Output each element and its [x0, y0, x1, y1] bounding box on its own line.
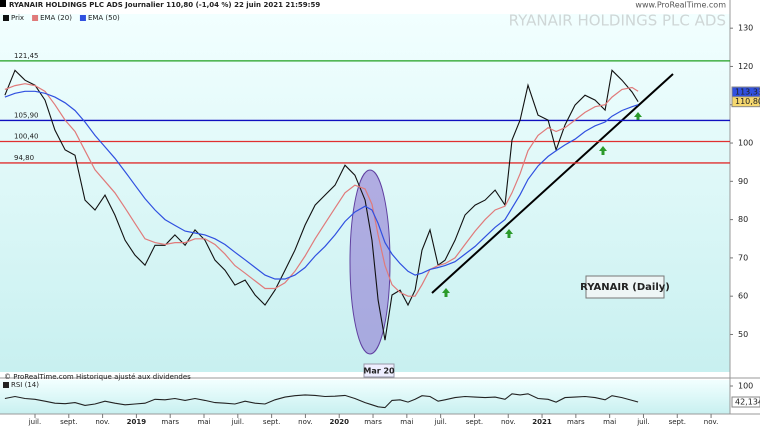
y-tick-label: 100 — [738, 382, 753, 391]
y-tick-label: 100 — [738, 139, 753, 148]
up-arrow — [505, 229, 513, 238]
last-value-label: 42,134 — [735, 398, 760, 407]
legend-label: Prix — [11, 14, 24, 22]
x-tick-label: nov. — [298, 418, 313, 426]
x-tick-label: juil. — [433, 418, 447, 426]
x-tick-label: juil. — [636, 418, 650, 426]
x-tick-label: sept. — [669, 418, 686, 426]
x-tick-label: 2019 — [127, 418, 147, 426]
footnote: © ProRealTime.com Historique ajusté aux … — [4, 373, 191, 381]
x-tick-label: mai — [197, 418, 210, 426]
legend-label: RSI (14) — [11, 381, 39, 389]
x-tick-label: mai — [400, 418, 413, 426]
watermark: RYANAIR HOLDINGS PLC ADS — [509, 12, 726, 30]
x-tick-label: mars — [364, 418, 382, 426]
y-tick-label: 80 — [738, 215, 748, 224]
legend-label: EMA (20) — [40, 14, 72, 22]
last-value-label: 110,80 — [735, 97, 760, 106]
x-tick-label: juil. — [28, 418, 42, 426]
x-tick-label: 2020 — [329, 418, 349, 426]
x-tick-label: nov. — [95, 418, 110, 426]
legend-label: EMA (50) — [88, 14, 120, 22]
y-tick-label: 90 — [738, 177, 748, 186]
legend-swatch — [3, 15, 9, 21]
up-arrow — [634, 112, 642, 121]
y-tick-label: 50 — [738, 330, 748, 339]
x-tick-label: mai — [603, 418, 616, 426]
level-label: 121,45 — [14, 52, 39, 60]
x-tick-label: 2021 — [532, 418, 552, 426]
price-line — [4, 83, 639, 297]
last-value-box — [731, 396, 760, 408]
site-label: www.ProRealTime.com — [635, 1, 726, 10]
legend-swatch — [79, 15, 86, 21]
y-tick-label: 120 — [738, 62, 753, 71]
last-value-box — [731, 96, 760, 108]
last-value-label: 113,33 — [735, 87, 760, 96]
x-tick-label: mars — [161, 418, 179, 426]
y-tick-label: 130 — [738, 24, 753, 33]
trend-line — [431, 73, 674, 294]
annotation-box — [585, 275, 665, 299]
legend-swatch — [3, 382, 9, 388]
level-label: 94,80 — [14, 154, 34, 162]
x-tick-label: juil. — [231, 418, 245, 426]
annotation: Mar 20 — [363, 367, 395, 376]
price-line — [4, 90, 639, 280]
price-line — [4, 393, 639, 409]
annotation-box — [363, 363, 395, 378]
x-tick-label: mars — [567, 418, 585, 426]
x-tick-label: sept. — [466, 418, 483, 426]
title-icon — [0, 0, 6, 7]
x-tick-label: sept. — [60, 418, 77, 426]
y-tick-label: 60 — [738, 292, 748, 301]
x-tick-label: sept. — [263, 418, 280, 426]
rsi-plot-area — [0, 380, 730, 414]
chart-title: RYANAIR HOLDINGS PLC ADS Journalier 110,… — [9, 1, 320, 9]
y-tick-label: 70 — [738, 253, 748, 262]
x-tick-label: nov. — [501, 418, 516, 426]
up-arrow — [599, 146, 607, 155]
arrows — [442, 112, 642, 297]
level-label: 105,90 — [14, 111, 39, 119]
up-arrow — [442, 288, 450, 297]
price-line — [4, 69, 639, 341]
legend-swatch — [32, 15, 39, 21]
annotation: RYANAIR (Daily) — [580, 282, 670, 293]
x-tick-label: nov. — [704, 418, 719, 426]
level-label: 100,40 — [14, 133, 39, 141]
